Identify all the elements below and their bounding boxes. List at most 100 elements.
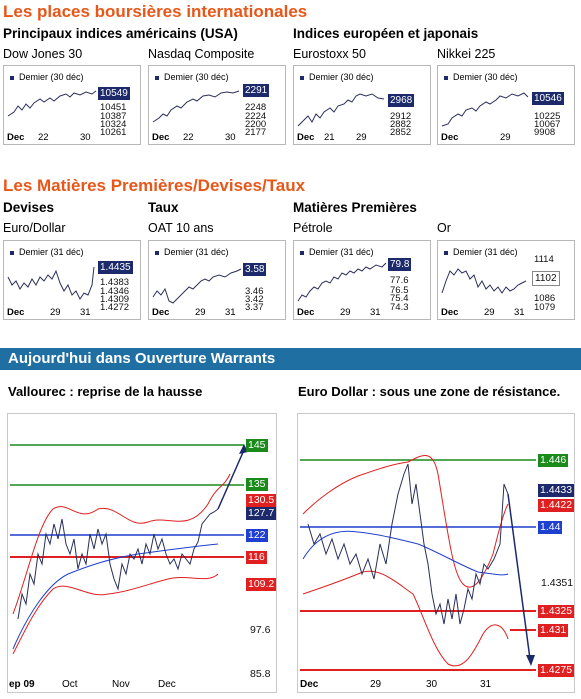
chart-legend: Demier (30 déc) bbox=[155, 72, 229, 82]
tick-value: 10387 bbox=[100, 111, 127, 122]
current-value-badge: 1.4435 bbox=[98, 261, 133, 274]
mini-chart-nasdaq[interactable]: Demier (30 déc) 2291 2248 2224 2200 2177… bbox=[148, 65, 286, 145]
x-label: 21 bbox=[324, 132, 335, 143]
tick-value: 10451 bbox=[100, 102, 127, 113]
heading-indices-americains: Principaux indices américains (USA) bbox=[3, 26, 238, 41]
level-tag: 109.2 bbox=[246, 578, 277, 591]
x-label: 30 bbox=[80, 132, 91, 143]
heading-devises: Devises bbox=[3, 200, 55, 215]
level-tag: 1.431 bbox=[538, 624, 569, 637]
x-label: 31 bbox=[370, 307, 381, 318]
tick-value: 1086 bbox=[534, 293, 556, 304]
tick-value: 2224 bbox=[245, 111, 267, 122]
tick-value: 3.46 bbox=[245, 286, 264, 297]
tick-value: 2852 bbox=[390, 127, 412, 138]
current-value-badge: 10546 bbox=[532, 92, 564, 105]
label-dow-jones[interactable]: Dow Jones 30 bbox=[3, 47, 83, 61]
x-label: Dec bbox=[300, 679, 319, 690]
axis-value: 85.8 bbox=[250, 668, 271, 680]
current-value-badge: 2968 bbox=[388, 94, 415, 107]
sparkline bbox=[441, 268, 527, 294]
label-nikkei[interactable]: Nikkei 225 bbox=[437, 47, 496, 61]
tick-value: 1114 bbox=[534, 254, 554, 265]
tick-value: 2177 bbox=[245, 127, 267, 138]
label-eurostoxx[interactable]: Eurostoxx 50 bbox=[293, 47, 366, 61]
level-tag: 116 bbox=[246, 551, 267, 564]
x-label: 30 bbox=[426, 679, 438, 690]
x-label: ep 09 bbox=[9, 679, 35, 690]
tick-value: 2912 bbox=[390, 111, 412, 122]
x-label: 31 bbox=[480, 679, 492, 690]
tick-value: 10261 bbox=[100, 127, 127, 138]
x-label: 30 bbox=[225, 132, 236, 143]
heading-taux: Taux bbox=[148, 200, 179, 215]
tick-value: 10324 bbox=[100, 119, 127, 130]
label-oat[interactable]: OAT 10 ans bbox=[148, 221, 214, 235]
x-label: 31 bbox=[80, 307, 91, 318]
label-nasdaq[interactable]: Nasdaq Composite bbox=[148, 47, 255, 61]
mini-chart-nikkei[interactable]: Demier (30 déc) 10546 10225 10067 9908 D… bbox=[437, 65, 575, 145]
x-label: 29 bbox=[356, 132, 367, 143]
x-label: 29 bbox=[484, 307, 495, 318]
chart-legend: Demier (31 déc) bbox=[300, 247, 374, 257]
sparkline bbox=[297, 262, 387, 302]
mini-chart-dow-jones[interactable]: Demier (30 déc) 10549 10451 10387 10324 … bbox=[3, 65, 141, 145]
sparkline bbox=[152, 90, 240, 123]
tick-value: 10225 bbox=[534, 111, 561, 122]
x-label: 29 bbox=[340, 307, 351, 318]
level-tag: 1.4325 bbox=[538, 605, 575, 618]
price-chart bbox=[300, 455, 536, 671]
label-or[interactable]: Or bbox=[437, 221, 451, 235]
section-title-places-boursieres: Les places boursières internationales bbox=[3, 2, 308, 21]
section-title-matieres: Les Matières Premières/Devises/Taux bbox=[3, 176, 306, 195]
mini-chart-oat[interactable]: Demier (31 déc) 3.58 3.46 3.42 3.37 Dec … bbox=[148, 240, 286, 320]
label-euro-dollar[interactable]: Euro/Dollar bbox=[3, 221, 66, 235]
current-value-badge: 79.8 bbox=[388, 258, 412, 271]
mini-chart-eurostoxx[interactable]: Demier (30 déc) 2968 2912 2882 2852 Dec … bbox=[293, 65, 431, 145]
x-label: Dec bbox=[441, 132, 459, 143]
x-label: Dec bbox=[158, 679, 176, 690]
current-value-badge: 10549 bbox=[98, 87, 130, 100]
x-label: 22 bbox=[183, 132, 194, 143]
chart-legend: Demier (30 déc) bbox=[444, 72, 518, 82]
sparkline bbox=[7, 266, 95, 300]
tick-value: 3.37 bbox=[245, 302, 264, 313]
x-label: Dec bbox=[7, 307, 25, 318]
level-tag: 122 bbox=[246, 529, 268, 542]
x-label: 31 bbox=[225, 307, 236, 318]
x-label: 31 bbox=[514, 307, 525, 318]
tick-value: 10067 bbox=[534, 119, 561, 130]
level-tag: 130.5 bbox=[246, 494, 277, 507]
sparkline bbox=[7, 90, 97, 117]
chart-legend: Demier (30 déc) bbox=[10, 72, 84, 82]
x-label: Dec bbox=[152, 132, 170, 143]
mini-chart-or[interactable]: Demier (31 déc) 1114 1102 1086 1079 Dec … bbox=[437, 240, 575, 320]
mini-chart-petrole[interactable]: Demier (31 déc) 79.8 77.6 76.5 75.4 74.3… bbox=[293, 240, 431, 320]
sparkline bbox=[441, 92, 529, 127]
label-petrole[interactable]: Pétrole bbox=[293, 221, 333, 235]
chart-vallourec[interactable]: 145 135 130.5 127.7 122 116 109.2 97.6 8… bbox=[7, 413, 277, 693]
level-tag: 145 bbox=[246, 439, 268, 452]
sparkline bbox=[152, 268, 242, 304]
x-label: Dec bbox=[441, 307, 459, 318]
x-label: Oct bbox=[62, 679, 78, 690]
chart-legend: Demier (31 déc) bbox=[444, 247, 518, 257]
level-tag: 1.4275 bbox=[538, 664, 575, 677]
x-label: 29 bbox=[370, 679, 382, 690]
x-label: 29 bbox=[195, 307, 206, 318]
tick-value: 75.4 bbox=[390, 293, 409, 304]
price-chart bbox=[10, 444, 248, 655]
level-tag: 1.4422 bbox=[538, 499, 575, 512]
warrants-banner[interactable]: Aujourd'hui dans Ouverture Warrants bbox=[0, 348, 581, 370]
heading-matieres-premieres: Matières Premières bbox=[293, 200, 417, 215]
heading-indices-europeens: Indices européen et japonais bbox=[293, 26, 479, 41]
chart-eurodollar[interactable]: 1.446 1.4433 1.4422 1.44 1.4351 1.4325 1… bbox=[297, 413, 575, 693]
level-tag: 127.7 bbox=[246, 507, 277, 520]
tick-value: 1.4272 bbox=[100, 302, 130, 313]
warrant-title-eurodollar[interactable]: Euro Dollar : sous une zone de résistanc… bbox=[298, 384, 561, 399]
x-label: Dec bbox=[152, 307, 170, 318]
chart-legend: Demier (30 déc) bbox=[300, 72, 374, 82]
warrant-title-vallourec[interactable]: Vallourec : reprise de la hausse bbox=[8, 384, 203, 399]
tick-value: 1079 bbox=[534, 302, 556, 313]
mini-chart-euro-dollar[interactable]: Demier (31 déc) 1.4435 1.4383 1.4346 1.4… bbox=[3, 240, 141, 320]
